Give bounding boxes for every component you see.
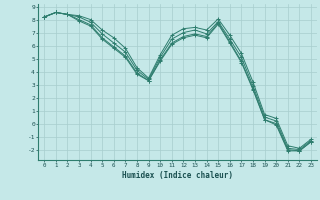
X-axis label: Humidex (Indice chaleur): Humidex (Indice chaleur) — [122, 171, 233, 180]
